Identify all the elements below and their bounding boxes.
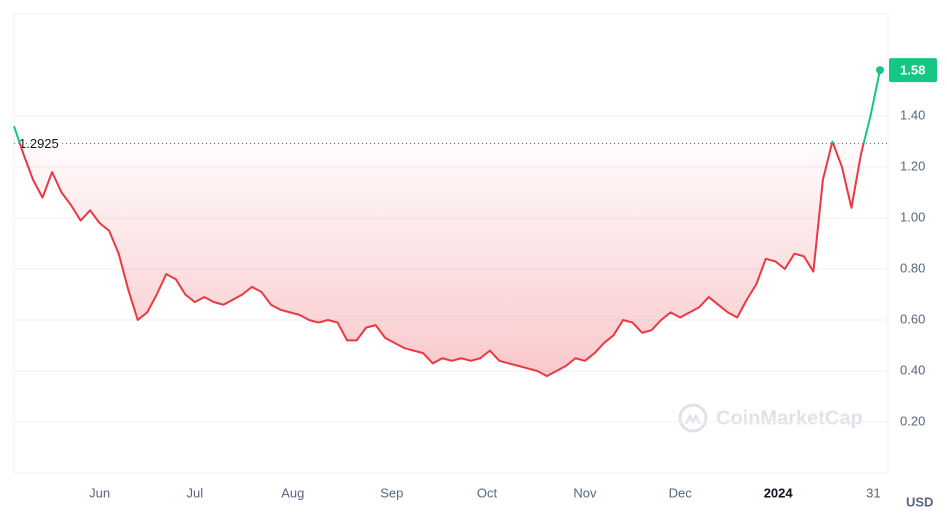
x-tick-label: Nov [573, 485, 597, 500]
y-tick-label: 0.20 [900, 413, 925, 428]
watermark-text: CoinMarketCap [716, 407, 863, 429]
y-tick-label: 0.40 [900, 362, 925, 377]
price-badge-label: 1.58 [900, 63, 925, 78]
y-tick-label: 1.00 [900, 209, 925, 224]
x-tick-label: Oct [477, 485, 498, 500]
plot-frame [13, 13, 889, 474]
price-badge [889, 58, 937, 83]
x-tick-label: 2024 [764, 485, 794, 500]
x-tick-label: 31 [866, 485, 880, 500]
x-tick-label: Jun [89, 485, 110, 500]
x-tick-label: Dec [669, 485, 693, 500]
y-tick-label: 0.80 [900, 260, 925, 275]
x-tick-label: Jul [187, 485, 204, 500]
y-tick-label: 0.60 [900, 311, 925, 326]
price-line [13, 69, 881, 378]
y-tick-label: 1.40 [900, 107, 925, 122]
x-tick-label: Aug [281, 485, 304, 500]
last-point [876, 66, 884, 75]
watermark: CoinMarketCap [678, 403, 863, 433]
currency-label: USD [906, 494, 933, 509]
x-tick-label: Sep [380, 485, 403, 500]
y-tick-label: 1.20 [900, 158, 925, 173]
